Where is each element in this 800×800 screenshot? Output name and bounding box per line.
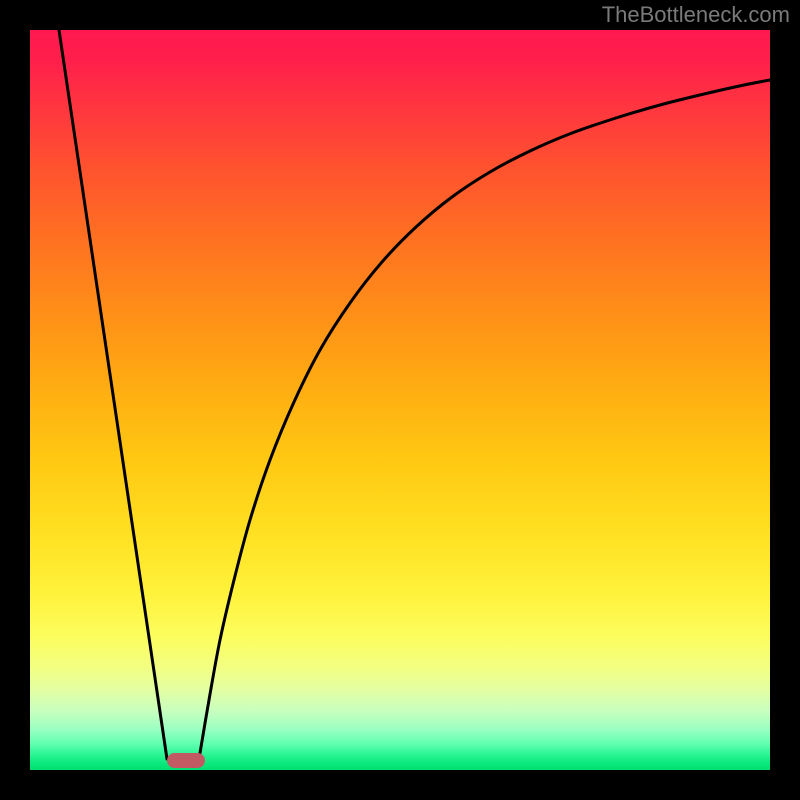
chart-container: TheBottleneck.com	[0, 0, 800, 800]
bottleneck-marker	[167, 753, 205, 768]
bottleneck-chart: TheBottleneck.com	[0, 0, 800, 800]
plot-area	[30, 30, 770, 770]
watermark-text: TheBottleneck.com	[602, 2, 790, 27]
